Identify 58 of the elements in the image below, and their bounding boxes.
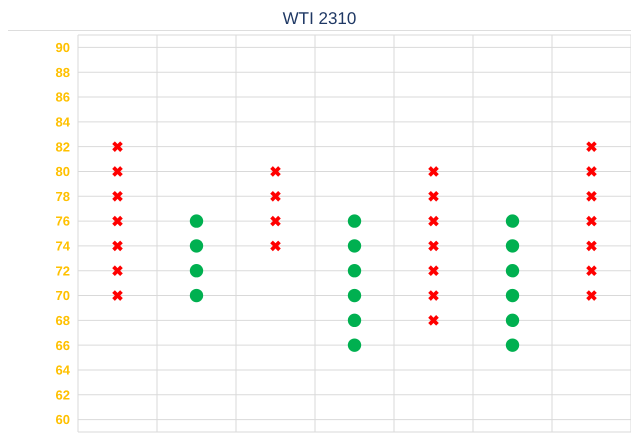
point (112, 290, 123, 301)
point (428, 190, 439, 202)
point (586, 216, 597, 226)
y-tick-label: 74 (56, 238, 71, 254)
point (112, 216, 123, 226)
y-tick-label: 86 (56, 90, 70, 105)
point (112, 190, 123, 202)
point (112, 141, 123, 152)
point (506, 338, 520, 352)
point (348, 239, 362, 253)
y-tick-label: 68 (56, 312, 70, 328)
point (270, 216, 281, 226)
point (190, 214, 204, 228)
point (190, 239, 204, 253)
point (506, 288, 520, 302)
point (348, 314, 362, 328)
point (506, 264, 520, 278)
point (586, 166, 597, 177)
point (348, 338, 362, 352)
y-tick-label: 72 (56, 263, 70, 278)
point (112, 166, 123, 177)
y-tick-label: 82 (56, 139, 70, 154)
point (586, 290, 597, 301)
chart-title: WTI 2310 (8, 8, 631, 31)
point (348, 214, 362, 228)
point (348, 288, 362, 302)
point (270, 166, 281, 177)
y-tick-label: 80 (56, 164, 70, 180)
point (506, 214, 520, 228)
point (586, 240, 597, 252)
y-tick-label: 64 (56, 362, 71, 378)
point (270, 240, 281, 252)
point (190, 288, 204, 302)
point (428, 240, 439, 252)
point (586, 141, 597, 152)
point (428, 265, 439, 276)
y-tick-label: 84 (56, 114, 71, 130)
point (586, 190, 597, 202)
y-tick-label: 90 (56, 40, 70, 56)
point (506, 314, 520, 328)
y-tick-label: 88 (56, 64, 70, 80)
point (348, 264, 362, 278)
point (270, 190, 281, 202)
y-tick-label: 66 (56, 338, 70, 353)
point (112, 265, 123, 276)
point (428, 315, 439, 326)
point (428, 166, 439, 177)
point (428, 290, 439, 301)
point (428, 216, 439, 226)
y-tick-label: 60 (56, 412, 70, 428)
y-tick-label: 70 (56, 288, 70, 304)
y-tick-label: 76 (56, 214, 70, 229)
y-tick-label: 78 (56, 188, 70, 204)
point (586, 265, 597, 276)
point (506, 239, 520, 253)
y-tick-label: 62 (56, 387, 70, 402)
point (190, 264, 204, 278)
point (112, 240, 123, 252)
